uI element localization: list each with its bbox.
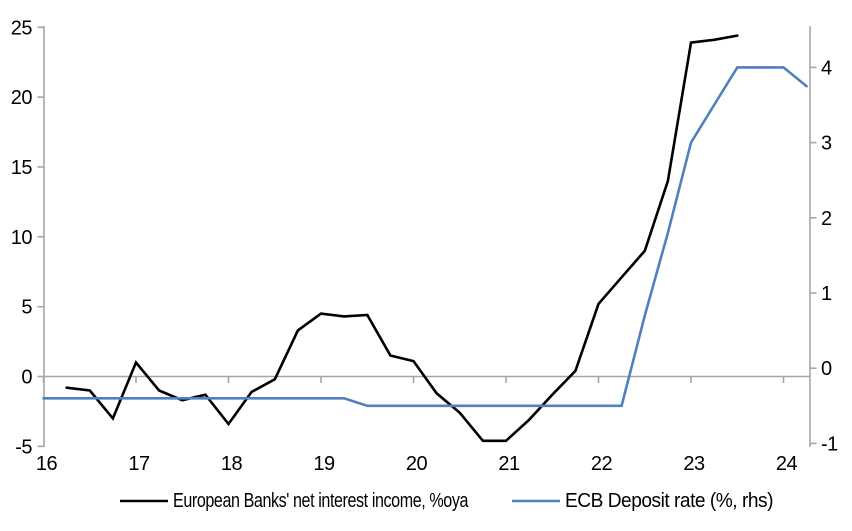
x-axis-tick-label: 22: [591, 453, 613, 475]
series-line-ecb-deposit-rate: [42, 66, 808, 408]
y-axis-left-tick-label: 15: [11, 157, 33, 179]
x-axis-tick-label: 21: [498, 453, 520, 475]
x-axis-tick-label: 19: [313, 453, 335, 475]
legend-label-ecb-deposit-rate: ECB Deposit rate (%, rhs): [565, 490, 773, 512]
y-axis-right-tick-label: -1: [821, 433, 838, 455]
x-axis-tick-label: 17: [128, 453, 150, 475]
y-axis-right-tick-label: 3: [821, 133, 832, 155]
y-axis-right-tick-label: 2: [821, 208, 832, 230]
y-axis-left-tick-label: 25: [11, 17, 33, 39]
x-axis-tick-label: 24: [776, 453, 798, 475]
y-axis-left-tick-label: 10: [11, 227, 33, 249]
y-axis-left-tick-label: -5: [15, 436, 32, 458]
series-lines: [42, 34, 808, 443]
y-axis-left-tick-label: 5: [21, 297, 32, 319]
x-axis-tick-label: 16: [36, 453, 58, 475]
y-axis-right-tick-label: 1: [821, 283, 832, 305]
y-axis-left-tick-label: 0: [21, 367, 32, 389]
legend-label-net-interest-income: European Banks' net interest income, %oy…: [173, 490, 469, 512]
y-axis-right-tick-label: 4: [821, 57, 832, 79]
x-axis-tick-label: 18: [221, 453, 243, 475]
x-axis-tick-label: 23: [683, 453, 705, 475]
series-line-net-interest-income: [65, 34, 739, 443]
legend: European Banks' net interest income, %oy…: [120, 490, 774, 512]
x-axis-tick-label: 20: [406, 453, 428, 475]
y-axis-left-tick-label: 20: [11, 87, 33, 109]
y-axis-right-tick-label: 0: [821, 358, 832, 380]
